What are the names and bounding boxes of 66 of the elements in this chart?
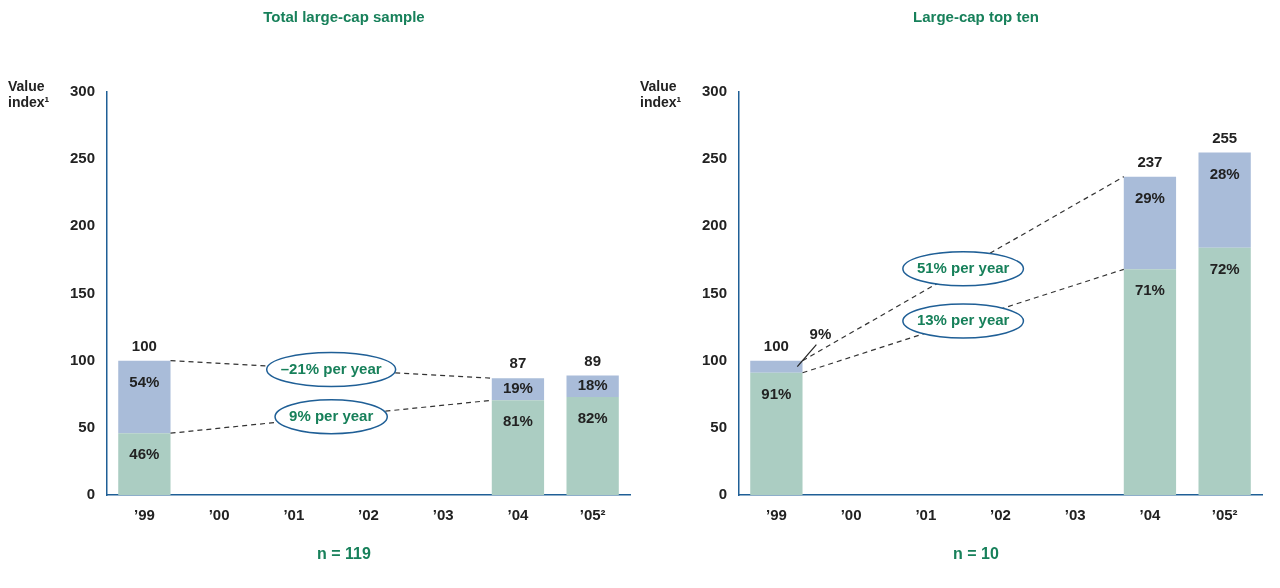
x-tick-label: ’02 <box>358 506 379 524</box>
annotation: 91% <box>761 384 792 402</box>
y-tick-label: 0 <box>718 485 728 503</box>
annotation: 18% <box>577 376 608 394</box>
bar <box>1123 176 1177 270</box>
total-label: 255 <box>1212 128 1238 146</box>
total-label: 87 <box>509 354 527 372</box>
bar <box>491 400 545 495</box>
x-tick-label: ’01 <box>915 506 937 524</box>
y-tick-label: 100 <box>702 350 728 368</box>
annotation: 13% per year <box>916 311 1010 329</box>
total-label: 237 <box>1137 152 1163 170</box>
total-label: 100 <box>763 336 789 354</box>
total-label: 100 <box>131 336 157 354</box>
x-tick-label: ’99 <box>133 506 155 524</box>
annotation: 72% <box>1209 259 1240 277</box>
y-tick-label: 50 <box>78 417 96 435</box>
annotation: 9% <box>809 324 832 342</box>
bar <box>1123 269 1177 495</box>
annotation: 51% per year <box>916 258 1010 276</box>
bar <box>750 360 803 373</box>
x-tick-label: ’05² <box>1211 506 1238 524</box>
y-tick-label: 150 <box>70 283 96 301</box>
y-tick-label: 200 <box>702 216 728 234</box>
x-tick-label: ’00 <box>840 506 862 524</box>
x-tick-label: ’99 <box>765 506 787 524</box>
bar <box>750 372 803 495</box>
bar <box>1198 247 1251 495</box>
text: n = 10 <box>952 545 1000 563</box>
chart-title: Total large-cap sample <box>262 8 426 27</box>
x-tick-label: ’00 <box>208 506 230 524</box>
text: n = 119 <box>316 545 372 563</box>
annotation: 46% <box>129 445 160 463</box>
y-tick-label: 250 <box>70 149 96 167</box>
annotation: 28% <box>1209 164 1240 182</box>
x-tick-label: ’04 <box>507 506 530 524</box>
bar <box>1198 152 1251 248</box>
y-tick-label: 0 <box>86 485 96 503</box>
annotation: 54% <box>129 372 160 390</box>
x-tick-label: ’04 <box>1139 506 1162 524</box>
y-tick-label: 200 <box>70 216 96 234</box>
x-tick-label: ’03 <box>432 506 454 524</box>
x-tick-label: ’03 <box>1064 506 1086 524</box>
annotation: 19% <box>502 379 533 397</box>
annotation: 82% <box>577 409 608 427</box>
y-axis-title: Value index¹ <box>8 78 51 110</box>
annotation: 71% <box>1134 281 1165 299</box>
annotation: –21% per year <box>280 359 382 377</box>
chart-title: Large-cap top ten <box>912 8 1040 27</box>
bar <box>118 360 171 434</box>
y-tick-label: 100 <box>70 350 96 368</box>
y-tick-label: 300 <box>70 82 96 100</box>
y-axis-title: Value index¹ <box>640 78 683 110</box>
y-tick-label: 300 <box>702 82 728 100</box>
x-tick-label: ’02 <box>990 506 1011 524</box>
y-tick-label: 250 <box>702 149 728 167</box>
annotation: 9% per year <box>289 406 374 424</box>
x-tick-label: ’05² <box>579 506 606 524</box>
total-label: 89 <box>584 351 601 369</box>
annotation: 29% <box>1134 188 1165 206</box>
bar <box>566 396 619 495</box>
annotation: 81% <box>502 412 533 430</box>
y-tick-label: 150 <box>702 283 728 301</box>
x-tick-label: ’01 <box>283 506 305 524</box>
bar <box>118 433 171 495</box>
y-tick-label: 50 <box>710 417 728 435</box>
